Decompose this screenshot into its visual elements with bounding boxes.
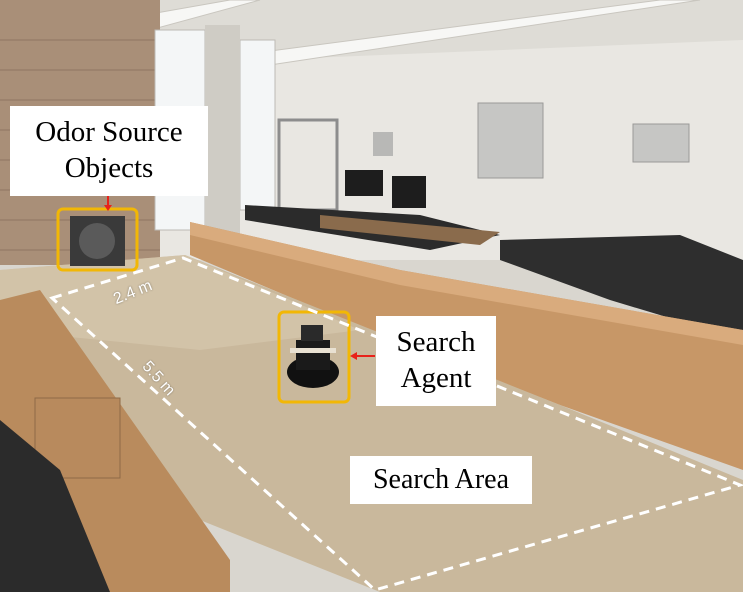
search-agent-label-line1: Search xyxy=(396,326,476,358)
dark-chair xyxy=(0,420,110,592)
wall-switch xyxy=(373,132,393,156)
cardboard-barrier-top xyxy=(190,222,743,345)
search-agent-label: Search Agent xyxy=(376,316,496,406)
wall-panel xyxy=(632,123,690,163)
pillar xyxy=(205,25,240,235)
monitor xyxy=(345,170,383,196)
odor-arrow-head xyxy=(104,205,112,211)
search-area-label: Search Area xyxy=(350,456,532,504)
search-agent-label-line2: Agent xyxy=(400,362,472,395)
electrical-panel xyxy=(477,102,544,179)
search-area-label-text: Search Area xyxy=(372,464,510,495)
surface-sheen xyxy=(0,255,360,350)
odor-source-label-line1: Odor Source xyxy=(35,116,183,148)
desk-right xyxy=(500,235,743,340)
desk-top xyxy=(320,215,500,245)
window xyxy=(239,39,276,211)
robot-sensor xyxy=(301,325,323,341)
monitor xyxy=(392,176,426,208)
robot-body xyxy=(296,340,330,370)
odor-source-highlight xyxy=(56,207,139,272)
search-area-boundary xyxy=(49,256,743,592)
fan-grill xyxy=(79,223,115,259)
agent-arrow-head xyxy=(350,352,357,360)
robot-plate xyxy=(290,348,336,353)
odor-source-label-line2: Objects xyxy=(64,152,154,185)
odor-source-label: Odor Source Objects xyxy=(10,106,208,196)
